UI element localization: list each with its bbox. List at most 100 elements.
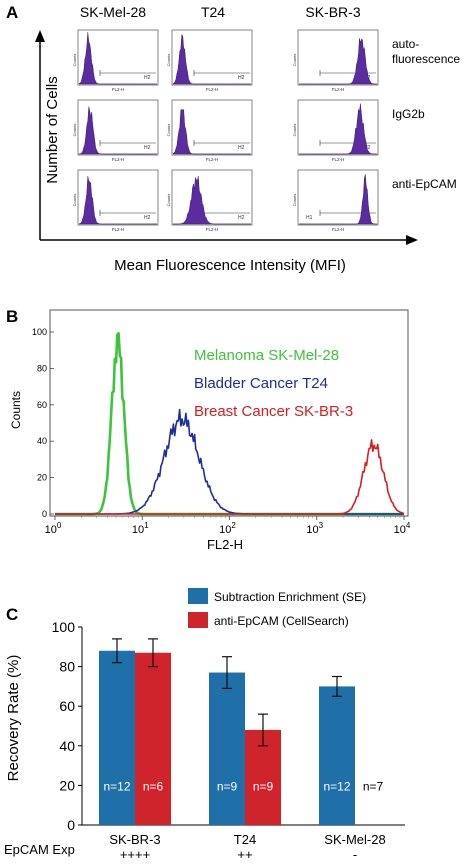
- panel-c-n-label: n=12: [323, 779, 350, 793]
- svg-text:Counts: Counts: [166, 194, 171, 207]
- svg-text:H1: H1: [306, 215, 313, 221]
- row-label-1: IgG2b: [392, 107, 425, 121]
- histogram-peak: [299, 103, 377, 155]
- svg-text:FL2-H: FL2-H: [112, 87, 125, 92]
- svg-text:Counts: Counts: [166, 124, 171, 137]
- panel-b-label: B: [6, 307, 18, 326]
- panel-c: C Recovery Rate (%) 0 20 40 60 80 100 SK-BR-3…: [4, 588, 405, 862]
- svg-text:FL2-H: FL2-H: [206, 157, 219, 162]
- panel-a-yaxis-arrowhead: [35, 30, 45, 42]
- panel-b-ytick: 20: [37, 473, 47, 483]
- histogram-peak: [172, 109, 251, 155]
- mini-histogram-r1-c0: Counts FL2-H H2: [72, 99, 159, 162]
- epcam-value: -: [353, 847, 357, 862]
- panel-b-ytick: 0: [42, 509, 47, 519]
- panel-b-series: [54, 332, 405, 516]
- panel-c-n-label: n=12: [103, 779, 130, 793]
- histogram-peak: [78, 106, 157, 155]
- panel-c-n-label: n=9: [217, 779, 238, 793]
- panel-c-ytick: 60: [59, 698, 75, 714]
- mini-histogram-r0-c1: Counts FL2-H H2: [166, 29, 253, 92]
- epcam-value: ++++: [120, 847, 150, 862]
- histogram-peak: [78, 32, 157, 85]
- column-header-2: SK-BR-3: [305, 4, 360, 20]
- panel-a: A Number of Cells Mean Fluorescence Inte…: [6, 3, 460, 274]
- panel-b-xtick: 103: [306, 521, 323, 536]
- panel-c-bar: [209, 672, 245, 825]
- panel-c-ytick: 100: [52, 619, 76, 635]
- panel-b-xtick: 102: [219, 521, 236, 536]
- svg-text:FL2-H: FL2-H: [332, 227, 345, 232]
- panel-c-ytick: 80: [59, 659, 75, 675]
- svg-text:H2: H2: [238, 215, 245, 221]
- panel-c-category-label: SK-Mel-28: [324, 832, 385, 847]
- svg-text:H2: H2: [238, 75, 245, 81]
- column-header-1: T24: [201, 4, 225, 20]
- svg-text:H2: H2: [144, 75, 151, 81]
- mini-histogram-r2-c0: Counts FL2-H H2: [72, 169, 159, 232]
- svg-text:Counts: Counts: [72, 194, 77, 207]
- panel-b-xtick: 101: [132, 521, 149, 536]
- panel-a-ylabel: Number of Cells: [44, 76, 61, 184]
- panel-c-legend-swatch: [188, 612, 208, 628]
- svg-text:FL2-H: FL2-H: [112, 227, 125, 232]
- panel-b: B Counts FL2-H 0 20 40 60 80 100 100 101 102 103 1…: [6, 307, 411, 552]
- panel-c-category-label: SK-BR-3: [109, 832, 160, 847]
- histogram-peak: [299, 174, 377, 225]
- panel-c-bar: [319, 686, 355, 825]
- panel-b-xtick: 104: [394, 521, 411, 536]
- panel-c-legend-label: Subtraction Enrichment (SE): [214, 590, 366, 604]
- histogram-peak: [172, 33, 251, 85]
- panel-b-ytick: 40: [37, 436, 47, 446]
- panel-c-n-label: n=9: [253, 779, 274, 793]
- row-label-2: anti-EpCAM: [392, 177, 457, 191]
- panel-c-legend-swatch: [188, 588, 208, 604]
- epcam-values: ++++ ++ -: [120, 847, 357, 862]
- svg-text:H2: H2: [144, 145, 151, 151]
- epcam-exp-label: EpCAM Exp: [4, 842, 75, 857]
- svg-text:Counts: Counts: [72, 124, 77, 137]
- panel-b-legend-entry: Melanoma SK-Mel-28: [194, 347, 339, 364]
- svg-text:Counts: Counts: [72, 54, 77, 67]
- panel-b-legend: Melanoma SK-Mel-28 Bladder Cancer T24 Brea…: [194, 347, 353, 420]
- epcam-value: ++: [237, 847, 252, 862]
- panel-b-ytick: 80: [37, 363, 47, 373]
- panel-a-xaxis-arrowhead: [406, 235, 418, 245]
- svg-text:FL2-H: FL2-H: [332, 157, 345, 162]
- svg-text:FL2-H: FL2-H: [206, 87, 219, 92]
- panel-b-xtick: 100: [45, 521, 62, 536]
- histogram-peak: [173, 175, 251, 225]
- panel-c-bar: [99, 650, 135, 825]
- mini-histogram-r2-c1: Counts FL2-H H2: [166, 169, 253, 232]
- panel-b-ylabel: Counts: [9, 391, 23, 429]
- panel-b-legend-entry: Breast Cancer SK-BR-3: [194, 403, 353, 420]
- panel-c-n-label: n=6: [143, 779, 164, 793]
- panel-b-legend-entry: Bladder Cancer T24: [194, 375, 328, 392]
- panel-c-n-label: n=7: [363, 779, 384, 793]
- histogram-peak: [299, 38, 377, 85]
- panel-b-xlabel: FL2-H: [207, 537, 243, 552]
- svg-text:H2: H2: [238, 145, 245, 151]
- panel-c-category-label: T24: [234, 832, 256, 847]
- svg-text:Counts: Counts: [292, 124, 297, 137]
- svg-text:FL2-H: FL2-H: [206, 227, 219, 232]
- panel-c-ylabel: Recovery Rate (%): [5, 655, 22, 782]
- panel-a-label: A: [6, 3, 18, 22]
- svg-text:Counts: Counts: [292, 194, 297, 207]
- panel-a-xlabel: Mean Fluorescence Intensity (MFI): [114, 257, 346, 274]
- histogram-peak: [78, 176, 157, 225]
- panel-c-bar: [135, 652, 171, 825]
- panel-b-plot-frame: [49, 309, 409, 517]
- panel-a-histogram-grid: SK-Mel-28 T24 SK-BR-3 auto-fluorescence IgG2…: [72, 4, 460, 232]
- svg-text:Counts: Counts: [292, 54, 297, 67]
- panel-c-bars: SK-BR-3 n=12 n=6 T24 n=9 n=9 SK-Mel-28 n=12 n=7: [99, 638, 386, 847]
- mini-histogram-r0-c0: Counts FL2-H H2: [72, 29, 159, 92]
- mini-histogram-r1-c1: Counts FL2-H H2: [166, 99, 253, 162]
- svg-text:H2: H2: [144, 215, 151, 221]
- panel-b-series-line: [55, 439, 405, 515]
- svg-text:FL2-H: FL2-H: [332, 87, 345, 92]
